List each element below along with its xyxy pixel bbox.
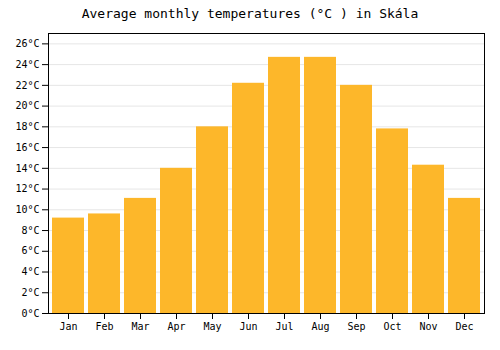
svg-text:Apr: Apr: [167, 321, 185, 332]
svg-text:Aug: Aug: [311, 321, 329, 332]
svg-text:2°C: 2°C: [21, 287, 39, 298]
svg-text:22°C: 22°C: [15, 80, 39, 91]
svg-text:4°C: 4°C: [21, 266, 39, 277]
svg-text:Oct: Oct: [383, 321, 401, 332]
svg-text:8°C: 8°C: [21, 225, 39, 236]
svg-text:24°C: 24°C: [15, 59, 39, 70]
svg-text:6°C: 6°C: [21, 245, 39, 256]
svg-text:12°C: 12°C: [15, 183, 39, 194]
svg-text:18°C: 18°C: [15, 121, 39, 132]
svg-text:Dec: Dec: [455, 321, 473, 332]
svg-text:Jul: Jul: [275, 321, 293, 332]
svg-text:20°C: 20°C: [15, 100, 39, 111]
svg-text:26°C: 26°C: [15, 38, 39, 49]
svg-text:Jun: Jun: [239, 321, 257, 332]
svg-text:14°C: 14°C: [15, 163, 39, 174]
svg-text:May: May: [203, 321, 221, 332]
svg-text:Jan: Jan: [59, 321, 77, 332]
svg-text:Sep: Sep: [347, 321, 365, 332]
svg-text:Mar: Mar: [131, 321, 149, 332]
svg-text:16°C: 16°C: [15, 142, 39, 153]
svg-text:Nov: Nov: [419, 321, 437, 332]
svg-text:0°C: 0°C: [21, 308, 39, 319]
html-text:Average monthly temperatures (: Average monthly temperatures (°C ) in Sk…: [81, 6, 419, 21]
svg-text:Feb: Feb: [95, 321, 113, 332]
svg-text:10°C: 10°C: [15, 204, 39, 215]
